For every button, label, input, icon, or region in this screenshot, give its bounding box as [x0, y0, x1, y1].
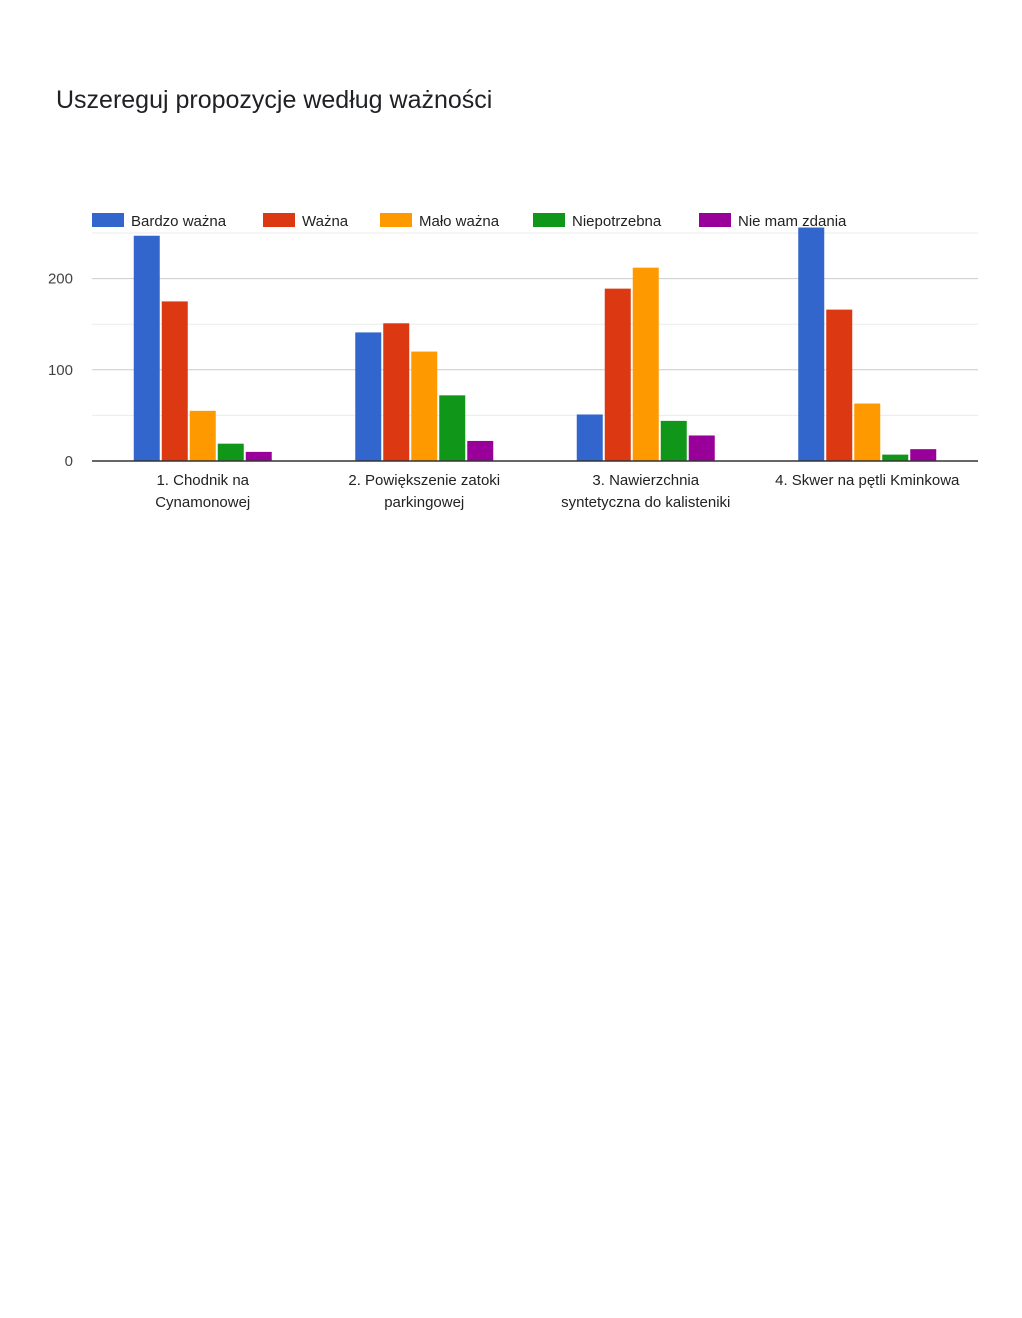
- legend-label: Ważna: [302, 213, 349, 230]
- x-category-label: 2. Powiększenie zatoki: [348, 472, 500, 489]
- legend: Bardzo ważna Ważna Mało ważna Niepotrzebna N…: [92, 213, 847, 230]
- bar-bardzo-ważna-1: [133, 235, 160, 461]
- bar-niepotrzebna-4: [882, 454, 909, 461]
- x-category-label: parkingowej: [384, 494, 464, 511]
- legend-label: Bardzo ważna: [131, 213, 227, 230]
- legend-swatch: [699, 213, 731, 227]
- axes: 0 100 200: [48, 271, 978, 470]
- x-category-label: 3. Nawierzchnia: [592, 472, 699, 489]
- legend-label: Mało ważna: [419, 213, 500, 230]
- legend-swatch: [380, 213, 412, 227]
- bar-ważna-3: [604, 288, 631, 461]
- bar-niepotrzebna-3: [660, 420, 687, 461]
- bar-niepotrzebna-1: [217, 443, 244, 461]
- legend-label: Nie mam zdania: [738, 213, 847, 230]
- bar-chart: 0 100 200 Bardzo ważna Ważna Mało ważna Niepo…: [48, 213, 978, 511]
- bar-nie-mam-zdania-4: [910, 449, 937, 461]
- legend-swatch: [263, 213, 295, 227]
- bar-nie-mam-zdania-1: [245, 451, 272, 461]
- y-tick-label: 200: [48, 271, 73, 288]
- category-labels: 1. Chodnik na Cynamonowej 2. Powiększenie …: [155, 472, 960, 511]
- bar-mało-ważna-3: [632, 267, 659, 461]
- x-category-label: 1. Chodnik na: [156, 472, 249, 489]
- bar-mało-ważna-2: [411, 351, 438, 461]
- bar-nie-mam-zdania-3: [688, 435, 715, 461]
- legend-label: Niepotrzebna: [572, 213, 662, 230]
- bar-ważna-1: [161, 301, 188, 461]
- y-tick-label: 0: [65, 453, 73, 470]
- bar-bardzo-ważna-4: [798, 227, 825, 461]
- bar-mało-ważna-4: [854, 403, 881, 461]
- x-category-label: Cynamonowej: [155, 494, 250, 511]
- y-tick-label: 100: [48, 362, 73, 379]
- bar-bardzo-ważna-2: [355, 332, 382, 461]
- x-category-label: 4. Skwer na pętli Kminkowa: [775, 472, 960, 489]
- bar-ważna-2: [383, 323, 410, 461]
- bar-mało-ważna-1: [189, 410, 216, 461]
- bar-niepotrzebna-2: [439, 395, 466, 461]
- legend-swatch: [92, 213, 124, 227]
- bar-ważna-4: [826, 309, 853, 461]
- page-title: Uszereguj propozycje według ważności: [56, 86, 493, 114]
- bar-bardzo-ważna-3: [576, 414, 603, 461]
- bars: [133, 227, 937, 461]
- x-category-label: syntetyczna do kalisteniki: [561, 494, 730, 511]
- legend-swatch: [533, 213, 565, 227]
- bar-nie-mam-zdania-2: [467, 440, 494, 461]
